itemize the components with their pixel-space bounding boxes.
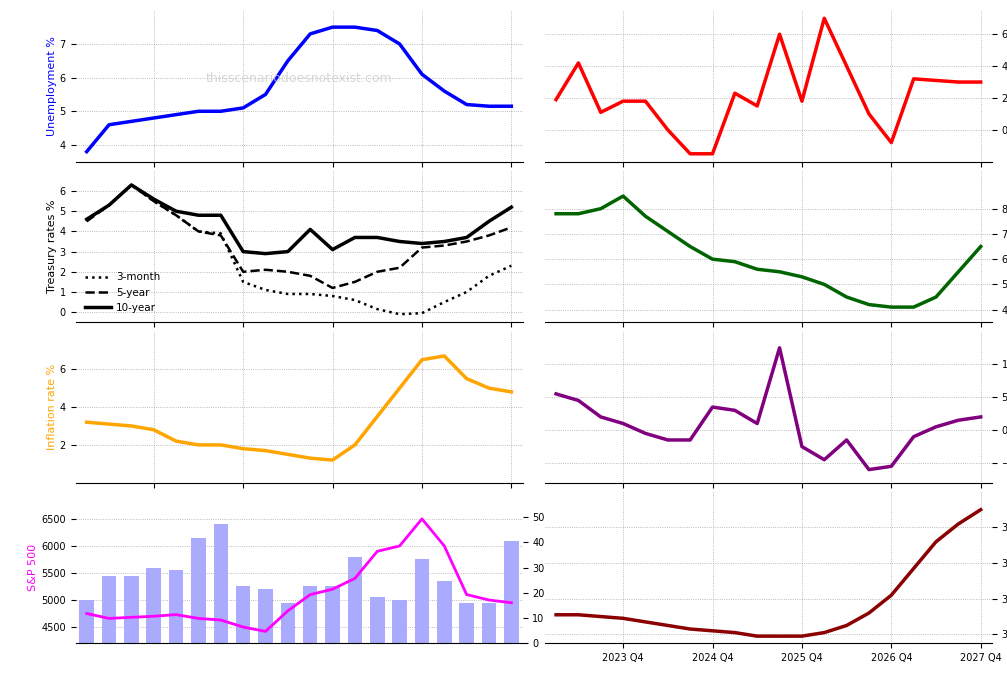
3-month: [81, 215, 93, 224]
Line: 5-year: 5-year: [87, 185, 512, 288]
5-year: [348, 278, 361, 286]
Bar: [169, 570, 183, 688]
10-year: [282, 248, 294, 256]
3-month: [416, 309, 428, 317]
5-year: [103, 201, 115, 209]
3-month: [192, 227, 204, 235]
10-year: [214, 211, 227, 219]
3-month: [170, 211, 182, 219]
Bar: [236, 586, 251, 688]
5-year: [460, 237, 472, 246]
10-year: [192, 211, 204, 219]
Bar: [347, 557, 363, 688]
10-year: [438, 237, 450, 246]
3-month: [326, 292, 338, 300]
5-year: [148, 197, 160, 205]
5-year: [304, 272, 316, 280]
5-year: [506, 223, 518, 231]
Y-axis label: Unemployment %: Unemployment %: [46, 36, 56, 136]
5-year: [170, 211, 182, 219]
5-year: [260, 266, 272, 274]
3-month: [282, 290, 294, 298]
3-month: [214, 229, 227, 237]
Y-axis label: S&P 500: S&P 500: [28, 544, 38, 591]
5-year: [483, 231, 495, 239]
5-year: [214, 231, 227, 239]
5-year: [438, 241, 450, 250]
10-year: [483, 217, 495, 226]
3-month: [304, 290, 316, 298]
5-year: [416, 244, 428, 252]
10-year: [326, 246, 338, 254]
Line: 10-year: 10-year: [87, 185, 512, 254]
5-year: [326, 284, 338, 292]
5-year: [394, 264, 406, 272]
10-year: [81, 215, 93, 224]
Text: thisscenariodoesnotexist.com: thisscenariodoesnotexist.com: [205, 72, 393, 85]
10-year: [348, 233, 361, 241]
10-year: [304, 225, 316, 233]
Bar: [303, 586, 317, 688]
3-month: [438, 298, 450, 306]
Bar: [370, 597, 385, 688]
3-month: [506, 261, 518, 270]
Bar: [505, 541, 519, 688]
10-year: [237, 248, 249, 256]
10-year: [372, 233, 384, 241]
3-month: [260, 286, 272, 294]
3-month: [237, 278, 249, 286]
5-year: [372, 268, 384, 276]
5-year: [125, 181, 137, 189]
Bar: [213, 524, 228, 688]
10-year: [125, 181, 137, 189]
Bar: [80, 600, 94, 688]
5-year: [81, 217, 93, 226]
5-year: [282, 268, 294, 276]
10-year: [103, 201, 115, 209]
3-month: [372, 305, 384, 313]
3-month: [483, 272, 495, 280]
Bar: [191, 538, 205, 688]
Y-axis label: Treasury rates %: Treasury rates %: [46, 200, 56, 293]
3-month: [460, 288, 472, 296]
3-month: [103, 201, 115, 209]
Bar: [437, 581, 451, 688]
10-year: [460, 233, 472, 241]
Bar: [258, 589, 273, 688]
10-year: [416, 239, 428, 248]
10-year: [394, 237, 406, 246]
10-year: [170, 207, 182, 215]
5-year: [237, 268, 249, 276]
10-year: [148, 195, 160, 203]
Legend: 3-month, 5-year, 10-year: 3-month, 5-year, 10-year: [81, 268, 164, 317]
3-month: [148, 197, 160, 205]
Bar: [393, 600, 407, 688]
3-month: [125, 181, 137, 189]
Y-axis label: VIX: VIX: [548, 556, 561, 579]
5-year: [192, 227, 204, 235]
Bar: [481, 603, 496, 688]
Bar: [146, 568, 161, 688]
Bar: [415, 559, 429, 688]
Bar: [459, 603, 474, 688]
Bar: [325, 586, 339, 688]
Line: 3-month: 3-month: [87, 185, 512, 314]
Bar: [281, 603, 295, 688]
10-year: [506, 203, 518, 211]
Y-axis label: Inflation rate %: Inflation rate %: [46, 364, 56, 450]
10-year: [260, 250, 272, 258]
Bar: [102, 576, 117, 688]
Bar: [124, 576, 139, 688]
3-month: [348, 296, 361, 304]
3-month: [394, 310, 406, 319]
